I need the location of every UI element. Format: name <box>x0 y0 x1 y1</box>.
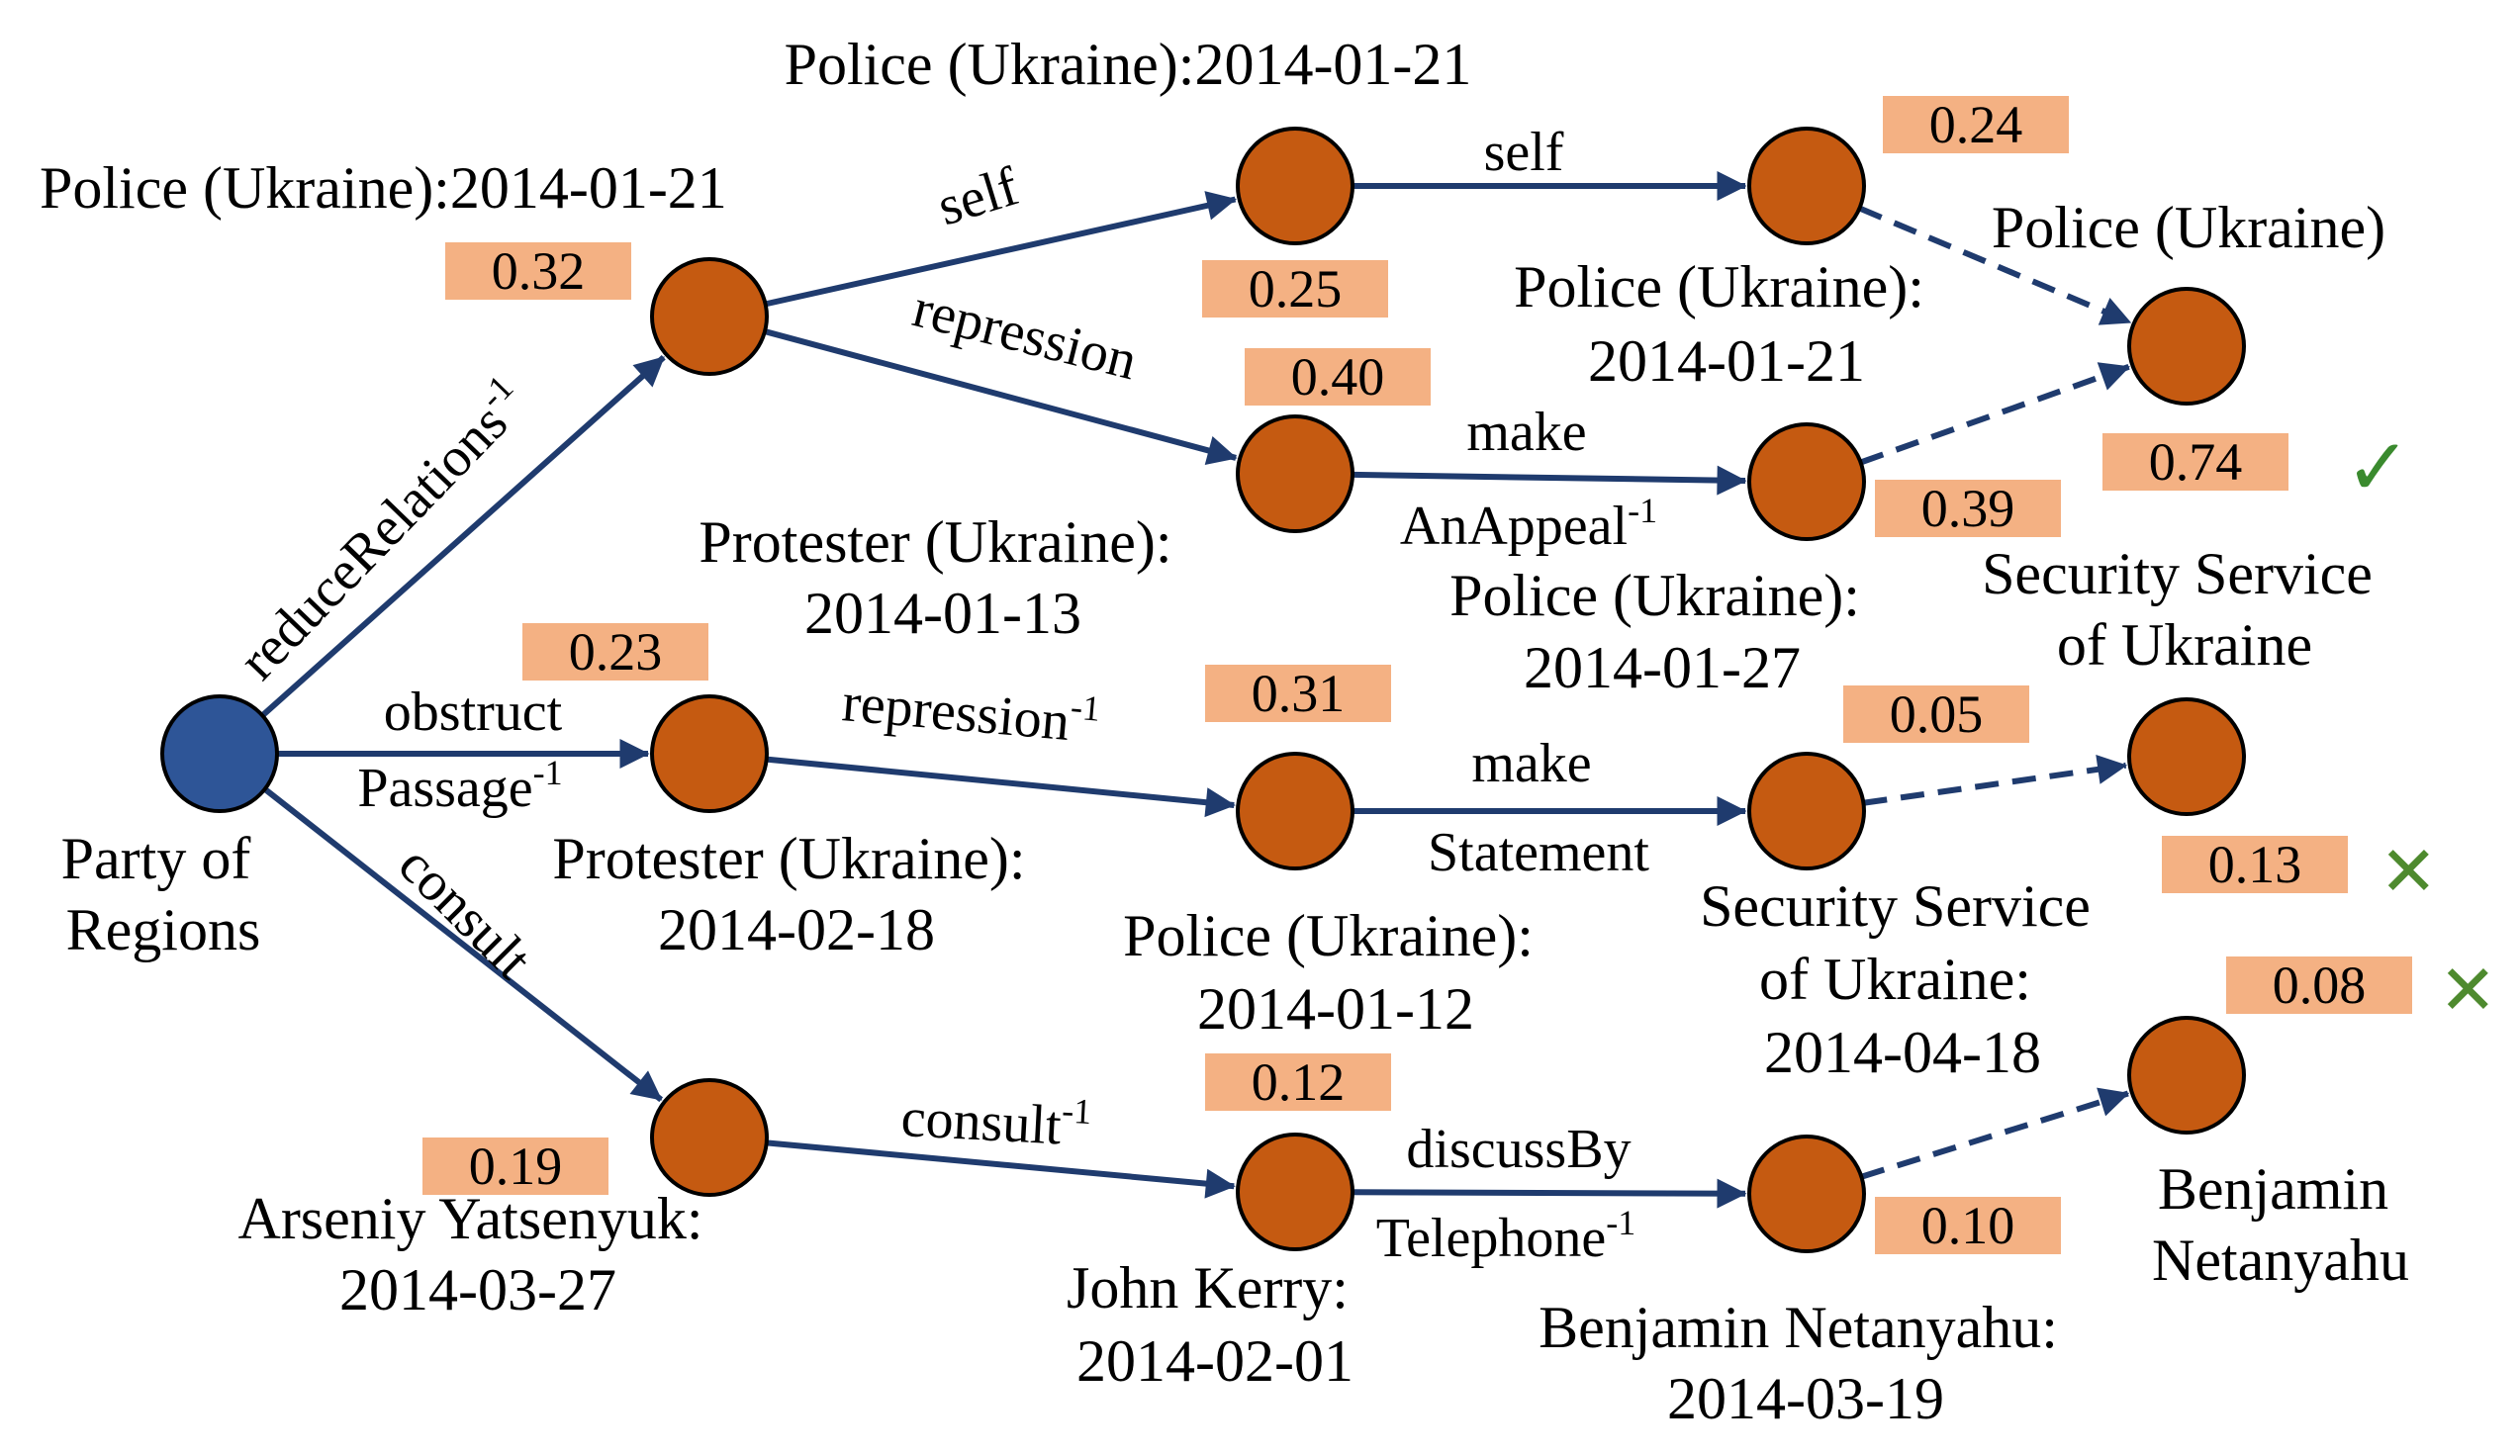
edge-party-to-h1_arseniy <box>262 786 664 1103</box>
node-labels: Party of Regions Police (Ukraine):2014-0… <box>40 32 2409 1431</box>
score-box-h3-netanyahu: 0.10 <box>1875 1196 2061 1255</box>
edge-h3_ssu-to-ans_ssu <box>1862 754 2128 806</box>
svg-text:0.31: 0.31 <box>1252 664 1346 723</box>
node-label-ans-police: Police (Ukraine) <box>1992 195 2385 260</box>
score-box-h3-police-b: 0.39 <box>1875 479 2061 538</box>
node-label-h2-police-b: Police (Ukraine): 2014-01-12 <box>1123 903 1548 1042</box>
svg-text:0.24: 0.24 <box>1929 95 2023 154</box>
edge-label-make-anappeal: make AnAppeal-1 <box>1400 402 1657 557</box>
check-icon: ✓ <box>2345 421 2411 513</box>
score-box-ans-ssu: 0.13 <box>2162 835 2348 894</box>
score-box-ans-netanyahu: 0.08 <box>2226 956 2412 1015</box>
node-label-party: Party of Regions <box>61 826 266 962</box>
svg-text:0.13: 0.13 <box>2208 835 2302 894</box>
edge-party-to-h1_police <box>260 355 666 718</box>
nodes <box>160 127 2246 1253</box>
edge-h2_kerry-to-h3_netanyahu <box>1352 1178 1747 1209</box>
edge-h3_police_b-to-ans_police <box>1859 362 2131 466</box>
node-label-h3-netanyahu: Benjamin Netanyahu: 2014-03-19 <box>1539 1295 2073 1431</box>
edge-h3_netanyahu-to-ans_netanyahu <box>1860 1087 2130 1180</box>
edges <box>260 171 2132 1209</box>
score-box-h1-police: 0.32 <box>445 241 631 301</box>
edge-label-repression: repression <box>907 277 1143 392</box>
node-ans-police <box>2127 287 2246 406</box>
node-h3-police-a <box>1747 127 1866 245</box>
edge-label-make-statement: make Statement <box>1428 733 1649 883</box>
node-h1-arseniy <box>650 1078 769 1197</box>
node-label-h3-ssu: Security Service of Ukraine: 2014-04-18 <box>1700 873 2105 1085</box>
node-h2-protester <box>1236 414 1354 533</box>
node-label-ans-netanyahu: Benjamin Netanyahu <box>2152 1156 2409 1293</box>
score-box-h1-arseniy: 0.19 <box>422 1137 608 1196</box>
edge-label-reduce-relations: reduceRelations-1 <box>224 367 540 691</box>
node-h1-police <box>650 257 769 376</box>
svg-text:0.12: 0.12 <box>1252 1052 1346 1112</box>
edge-label-consult-inv: consult-1 <box>899 1082 1092 1158</box>
node-label-h3-police-b: Police (Ukraine): 2014-01-27 <box>1449 563 1875 700</box>
svg-text:0.08: 0.08 <box>2273 956 2367 1015</box>
edge-label-repression-inv: repression-1 <box>840 667 1102 755</box>
edge-labels: reduceRelations-1 obstruct Passage-1 con… <box>224 122 1657 1269</box>
edge-h2_protester-to-h3_police_b <box>1352 465 1747 496</box>
score-box-h2-police-a: 0.25 <box>1202 259 1388 318</box>
svg-text:0.05: 0.05 <box>1890 684 1984 744</box>
correctness-marks: ✓ ✕ ✕ <box>2345 421 2497 1031</box>
score-box-h2-police-b: 0.31 <box>1205 664 1391 723</box>
score-box-h3-police-a: 0.24 <box>1883 95 2069 154</box>
node-h2-police-b <box>1236 752 1354 870</box>
edge-h3_police_a-to-ans_police <box>1858 205 2132 325</box>
node-label-h3-police-a: Police (Ukraine): 2014-01-21 <box>1514 254 1939 394</box>
cross-icon-netanyahu: ✕ <box>2439 950 2497 1031</box>
node-party <box>160 694 279 813</box>
score-boxes: 0.32 0.23 0.19 0.25 0.40 0.31 0.12 0.24 <box>422 95 2412 1255</box>
node-h2-kerry <box>1236 1133 1354 1251</box>
node-h3-police-b <box>1747 422 1866 541</box>
edge-label-consult: consult <box>387 834 544 991</box>
edge-label-obstruct-passage: obstruct Passage-1 <box>357 682 576 819</box>
score-box-ans-police: 0.74 <box>2102 432 2288 492</box>
edge-label-self-1: self <box>931 155 1026 237</box>
edge-label-self-2: self <box>1484 122 1564 183</box>
node-label-h1-police: Police (Ukraine):2014-01-21 <box>40 155 727 221</box>
edge-h1_police-to-h2_protester <box>764 328 1238 466</box>
svg-text:0.25: 0.25 <box>1249 259 1343 318</box>
score-box-h2-protester: 0.40 <box>1245 347 1431 407</box>
score-box-h3-ssu: 0.05 <box>1843 684 2029 744</box>
edge-label-discuss-telephone: discussBy Telephone-1 <box>1376 1119 1645 1269</box>
node-label-h2-protester: Protester (Ukraine): 2014-01-13 <box>699 509 1186 646</box>
edge-h1_protester-to-h2_police_b <box>766 756 1236 818</box>
score-box-h2-kerry: 0.12 <box>1205 1052 1391 1112</box>
svg-text:0.40: 0.40 <box>1291 347 1385 407</box>
node-h2-police-a <box>1236 127 1354 245</box>
node-ans-ssu <box>2127 697 2246 816</box>
node-h3-ssu <box>1747 752 1866 870</box>
node-ans-netanyahu <box>2127 1016 2246 1135</box>
node-label-h1-arseniy: Arseniy Yatsenyuk: 2014-03-27 <box>237 1186 717 1322</box>
edge-h1_arseniy-to-h2_kerry <box>766 1139 1236 1199</box>
node-label-h2-police-a: Police (Ukraine):2014-01-21 <box>785 32 1472 97</box>
cross-icon-ssu: ✕ <box>2380 831 2438 912</box>
svg-text:0.23: 0.23 <box>569 622 663 682</box>
svg-text:0.10: 0.10 <box>1921 1196 2015 1255</box>
node-h3-netanyahu <box>1747 1135 1866 1253</box>
node-h1-protester <box>650 694 769 813</box>
svg-text:0.32: 0.32 <box>492 241 586 301</box>
svg-text:0.74: 0.74 <box>2149 432 2243 492</box>
node-label-h2-kerry: John Kerry: 2014-02-01 <box>1067 1255 1363 1394</box>
node-label-ans-ssu: Security Service of Ukraine <box>1982 541 2387 678</box>
score-box-h1-protester: 0.23 <box>522 622 708 682</box>
svg-text:0.39: 0.39 <box>1921 479 2015 538</box>
svg-text:0.19: 0.19 <box>469 1137 563 1196</box>
edge-h1_police-to-h2_police_a <box>764 191 1237 308</box>
node-label-h1-protester: Protester (Ukraine): 2014-02-18 <box>552 826 1040 962</box>
